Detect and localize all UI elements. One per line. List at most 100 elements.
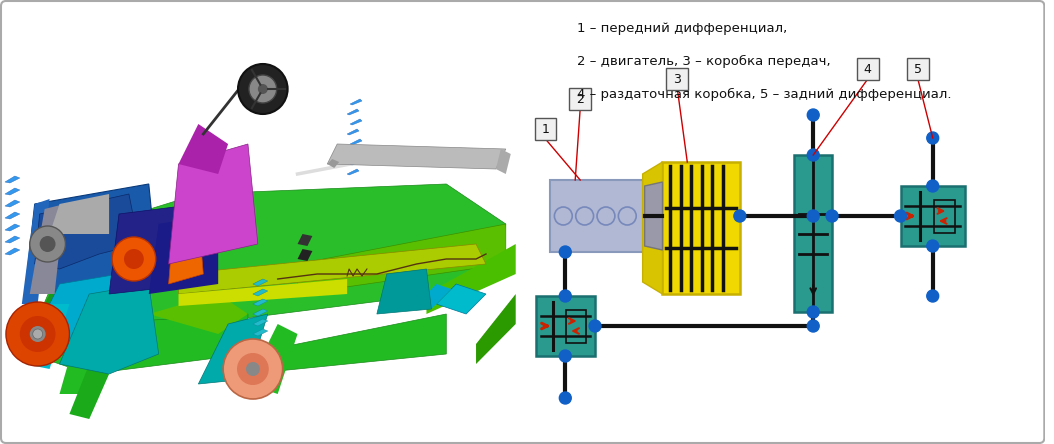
Polygon shape — [50, 194, 110, 234]
Text: 4 – раздаточная коробка, 5 – задний дифференциал.: 4 – раздаточная коробка, 5 – задний дифф… — [578, 88, 952, 101]
Polygon shape — [436, 284, 486, 314]
Polygon shape — [645, 182, 663, 250]
Circle shape — [30, 326, 45, 342]
Text: 2: 2 — [577, 92, 584, 106]
Circle shape — [895, 210, 906, 222]
Circle shape — [807, 210, 819, 222]
Circle shape — [560, 246, 571, 258]
Circle shape — [807, 109, 819, 121]
Polygon shape — [30, 204, 64, 294]
FancyBboxPatch shape — [900, 186, 965, 246]
Circle shape — [560, 350, 571, 362]
Polygon shape — [5, 176, 20, 183]
Circle shape — [124, 249, 143, 269]
Bar — [566, 310, 586, 343]
Polygon shape — [347, 109, 359, 115]
Polygon shape — [25, 304, 70, 369]
Text: 4: 4 — [864, 63, 872, 75]
Polygon shape — [59, 324, 99, 394]
Circle shape — [112, 237, 156, 281]
Polygon shape — [253, 289, 268, 296]
Circle shape — [223, 339, 282, 399]
Polygon shape — [22, 199, 50, 304]
Polygon shape — [476, 294, 515, 364]
Circle shape — [926, 240, 939, 252]
Polygon shape — [350, 99, 362, 105]
Polygon shape — [416, 284, 451, 309]
Circle shape — [33, 329, 42, 339]
Circle shape — [238, 64, 288, 114]
Circle shape — [560, 392, 571, 404]
Polygon shape — [5, 224, 20, 231]
Circle shape — [807, 306, 819, 318]
Polygon shape — [5, 248, 20, 255]
Circle shape — [6, 302, 70, 366]
Circle shape — [826, 210, 838, 222]
Polygon shape — [30, 274, 139, 354]
Circle shape — [560, 290, 571, 302]
Polygon shape — [35, 194, 139, 269]
Polygon shape — [297, 234, 312, 246]
Polygon shape — [5, 200, 20, 207]
Polygon shape — [59, 284, 159, 374]
Polygon shape — [248, 314, 446, 374]
Polygon shape — [5, 188, 20, 195]
Polygon shape — [248, 324, 297, 394]
FancyBboxPatch shape — [906, 58, 929, 80]
FancyBboxPatch shape — [534, 118, 557, 140]
Circle shape — [807, 149, 819, 161]
Polygon shape — [495, 149, 511, 174]
Circle shape — [20, 316, 56, 352]
Text: 5: 5 — [914, 63, 922, 75]
FancyBboxPatch shape — [666, 68, 688, 90]
Circle shape — [807, 320, 819, 332]
Polygon shape — [253, 279, 268, 286]
Circle shape — [926, 180, 939, 192]
Circle shape — [237, 353, 269, 385]
Polygon shape — [25, 184, 159, 294]
Polygon shape — [297, 224, 506, 294]
Polygon shape — [55, 184, 506, 324]
Polygon shape — [253, 299, 268, 306]
Polygon shape — [178, 124, 228, 174]
FancyBboxPatch shape — [535, 296, 596, 356]
Polygon shape — [350, 119, 362, 125]
Text: 1 – передний дифференциал,: 1 – передний дифференциал, — [578, 22, 787, 35]
Polygon shape — [178, 279, 347, 306]
Polygon shape — [198, 314, 268, 384]
Polygon shape — [110, 204, 198, 294]
Text: 1: 1 — [542, 123, 549, 135]
Circle shape — [40, 236, 56, 252]
Bar — [934, 200, 955, 233]
Polygon shape — [5, 212, 20, 219]
Circle shape — [734, 210, 746, 222]
Polygon shape — [643, 162, 663, 294]
Polygon shape — [350, 159, 362, 165]
Polygon shape — [328, 144, 506, 169]
Polygon shape — [5, 236, 20, 243]
Polygon shape — [253, 319, 268, 326]
Polygon shape — [253, 329, 268, 336]
Polygon shape — [350, 139, 362, 145]
FancyBboxPatch shape — [550, 180, 645, 252]
Circle shape — [249, 75, 277, 103]
FancyBboxPatch shape — [857, 58, 879, 80]
Polygon shape — [30, 314, 248, 374]
Polygon shape — [169, 144, 258, 264]
Polygon shape — [40, 234, 119, 314]
Polygon shape — [427, 244, 515, 314]
Circle shape — [589, 320, 601, 332]
Text: 3: 3 — [674, 72, 681, 86]
Circle shape — [258, 84, 268, 94]
Polygon shape — [149, 214, 218, 294]
Polygon shape — [178, 244, 486, 294]
FancyBboxPatch shape — [795, 155, 832, 312]
Polygon shape — [347, 169, 359, 175]
Circle shape — [926, 132, 939, 144]
Circle shape — [926, 290, 939, 302]
Polygon shape — [328, 159, 339, 168]
Polygon shape — [169, 214, 203, 284]
Circle shape — [246, 362, 260, 376]
Text: 2 – двигатель, 3 – коробка передач,: 2 – двигатель, 3 – коробка передач, — [578, 55, 831, 68]
Polygon shape — [70, 364, 110, 419]
